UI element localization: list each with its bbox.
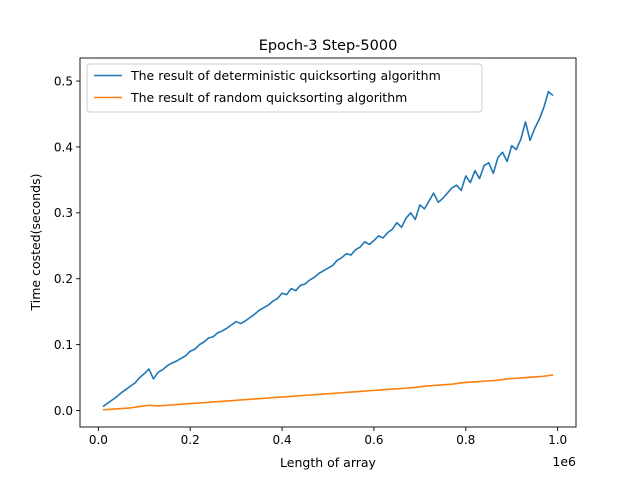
legend-label-random: The result of random quicksorting algori… bbox=[130, 90, 407, 105]
x-axis-label: Length of array bbox=[280, 455, 376, 470]
y-tick-label: 0.0 bbox=[54, 404, 73, 418]
x-axis-offset-label: 1e6 bbox=[552, 454, 576, 469]
legend-box bbox=[86, 63, 483, 113]
x-tick-label: 0.0 bbox=[89, 433, 108, 447]
series-lines bbox=[102, 90, 554, 411]
y-axis-label: Time costed(seconds) bbox=[28, 174, 43, 312]
series-line-random bbox=[102, 374, 554, 411]
x-tick-label: 0.4 bbox=[273, 433, 292, 447]
x-axis-ticks: 0.0 0.2 0.4 0.6 0.8 1.0 bbox=[89, 427, 567, 447]
y-axis-ticks: 0.0 0.1 0.2 0.3 0.4 0.5 bbox=[54, 74, 80, 418]
x-tick-label: 1.0 bbox=[548, 433, 567, 447]
x-tick-label: 0.2 bbox=[181, 433, 200, 447]
plot-frame bbox=[79, 57, 577, 428]
x-tick-label: 0.8 bbox=[456, 433, 475, 447]
chart-title: Epoch-3 Step-5000 bbox=[259, 38, 398, 54]
y-tick-label: 0.4 bbox=[54, 140, 73, 154]
y-tick-label: 0.1 bbox=[54, 338, 73, 352]
y-tick-label: 0.2 bbox=[54, 272, 73, 286]
y-tick-label: 0.3 bbox=[54, 206, 73, 220]
plot-area: 0.0 0.2 0.4 0.6 0.8 1.0 0.0 0.1 0.2 0.3 0.4 0.5 bbox=[54, 57, 577, 447]
x-tick-label: 0.6 bbox=[364, 433, 383, 447]
y-tick-label: 0.5 bbox=[54, 74, 73, 88]
legend: The result of deterministic quicksorting… bbox=[86, 63, 483, 113]
legend-label-deterministic: The result of deterministic quicksorting… bbox=[130, 68, 441, 83]
series-line-deterministic bbox=[102, 90, 554, 408]
